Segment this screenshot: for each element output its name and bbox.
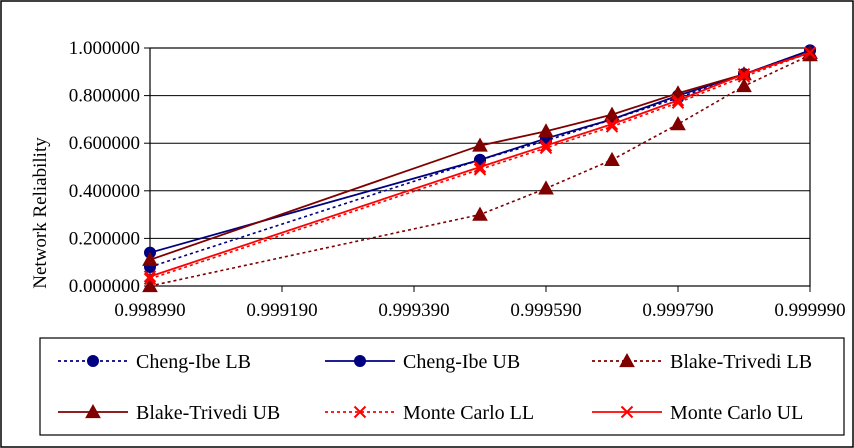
legend-marker [87,355,99,367]
data-point [142,251,158,266]
legend-label: Monte Carlo UL [670,402,803,424]
legend-label: Cheng-Ibe UB [403,351,520,373]
series-lines [142,44,818,293]
data-point [474,153,486,166]
data-point [539,139,553,152]
legend-box [39,337,845,436]
y-tick-label: 0.800000 [69,86,140,107]
x-tick-label: 0.998990 [114,300,185,321]
y-axis-label: Network Reliability [30,137,51,289]
data-point [670,116,686,131]
data-point [143,270,157,283]
data-point [604,106,620,121]
data-point [737,67,751,81]
data-point [472,206,488,221]
x-tick-label: 0.999190 [246,300,317,321]
data-point [604,151,620,166]
data-point [671,94,685,107]
legend-label: Cheng-Ibe LB [136,351,251,373]
legend: Cheng-Ibe LB Cheng-Ibe UB Blake-Trivedi LB… [58,351,812,424]
x-tick-label: 0.999990 [774,300,845,321]
axes: 0.000000 0.200000 0.400000 0.600000 0.800000… [69,38,846,321]
legend-item: Monte Carlo LL [325,402,534,424]
legend-marker [354,355,366,367]
y-tick-label: 0.200000 [69,228,140,249]
legend-item: Blake-Trivedi LB [592,351,812,373]
data-point [538,180,554,195]
legend-item: Blake-Trivedi UB [58,402,280,424]
legend-marker [353,405,367,419]
x-tick-label: 0.999790 [642,300,713,321]
x-tick-label: 0.999390 [378,300,449,321]
data-point [538,123,554,138]
legend-label: Monte Carlo LL [403,402,534,424]
legend-item: Monte Carlo UL [592,402,803,424]
x-tick-label: 0.999590 [510,300,581,321]
data-point [605,117,619,131]
legend-marker [85,403,101,419]
data-point [736,78,752,93]
legend-item: Cheng-Ibe UB [325,351,520,373]
data-point [803,46,817,59]
y-tick-label: 0.600000 [69,133,140,154]
data-point [472,137,488,152]
y-tick-label: 0.000000 [69,276,140,297]
legend-item: Cheng-Ibe LB [58,351,251,373]
y-tick-label: 1.000000 [69,38,140,59]
legend-label: Blake-Trivedi LB [670,351,812,373]
series-6 [143,46,817,283]
plot-area [149,47,811,287]
y-tick-label: 0.400000 [69,181,140,202]
legend-label: Blake-Trivedi UB [136,402,280,424]
data-point [142,277,158,293]
data-point [473,160,487,174]
legend-marker [619,352,635,368]
legend-marker [620,405,634,419]
